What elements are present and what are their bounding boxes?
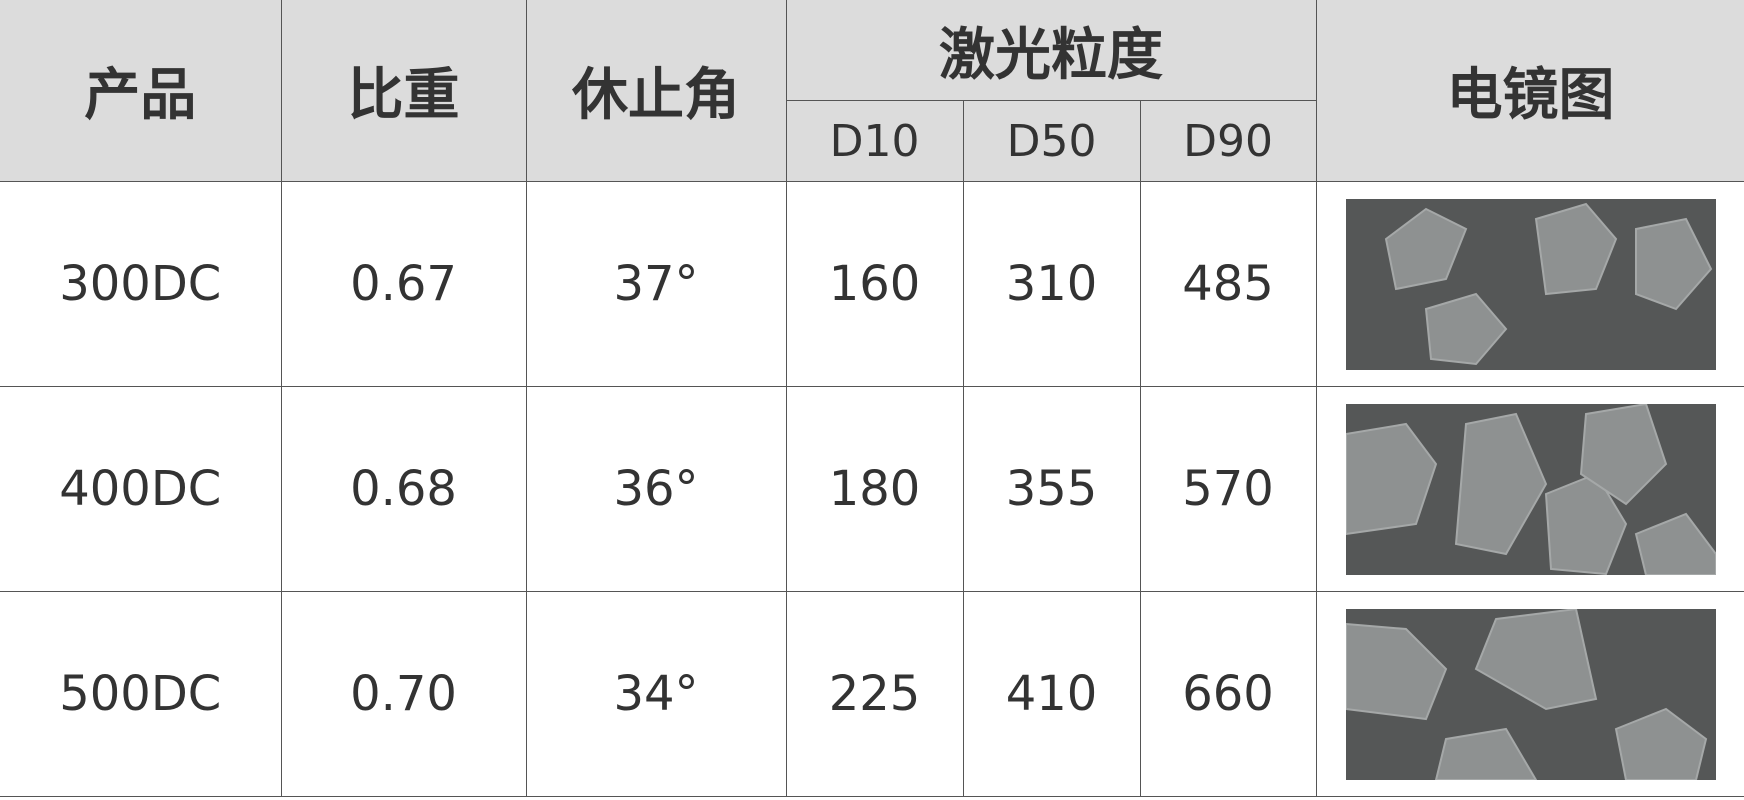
particle bbox=[1345, 622, 1447, 720]
sem-particles-image bbox=[1345, 198, 1716, 370]
particle bbox=[1634, 512, 1716, 575]
particle bbox=[1424, 292, 1507, 365]
header-d50: D50 bbox=[962, 100, 1141, 182]
particle bbox=[1454, 412, 1547, 555]
particle bbox=[1614, 707, 1707, 780]
cell-d50: 310 bbox=[962, 181, 1141, 387]
header-density: 比重 bbox=[280, 0, 527, 182]
particle bbox=[1634, 217, 1712, 310]
table-row: 400DC 0.68 36° 180 355 570 bbox=[0, 386, 1744, 592]
header-repose-angle: 休止角 bbox=[525, 0, 787, 182]
cell-product: 300DC bbox=[0, 181, 282, 387]
cell-d90: 570 bbox=[1139, 386, 1317, 592]
cell-angle: 34° bbox=[525, 591, 787, 797]
header-product: 产品 bbox=[0, 0, 282, 182]
cell-d10: 180 bbox=[785, 386, 964, 592]
cell-d50: 355 bbox=[962, 386, 1141, 592]
cell-sem bbox=[1315, 386, 1744, 592]
cell-density: 0.67 bbox=[280, 181, 527, 387]
header-d10: D10 bbox=[786, 100, 964, 182]
particle bbox=[1434, 727, 1537, 780]
cell-sem bbox=[1315, 591, 1744, 797]
cell-product: 400DC bbox=[0, 386, 282, 592]
cell-sem bbox=[1315, 181, 1744, 387]
cell-angle: 37° bbox=[525, 181, 787, 387]
particle bbox=[1534, 202, 1617, 295]
table-row: 500DC 0.70 34° 225 410 660 bbox=[0, 591, 1744, 797]
cell-product: 500DC bbox=[0, 591, 282, 797]
header-sem: 电镜图 bbox=[1315, 0, 1744, 182]
cell-d50: 410 bbox=[962, 591, 1141, 797]
cell-d90: 485 bbox=[1139, 181, 1317, 387]
particle bbox=[1345, 422, 1437, 535]
particle bbox=[1579, 403, 1667, 505]
header-d90: D90 bbox=[1139, 100, 1317, 182]
cell-d90: 660 bbox=[1139, 591, 1317, 797]
cell-angle: 36° bbox=[525, 386, 787, 592]
cell-d10: 160 bbox=[785, 181, 964, 387]
sem-particles-image bbox=[1345, 403, 1716, 575]
cell-density: 0.70 bbox=[280, 591, 527, 797]
table-row: 300DC 0.67 37° 160 310 485 bbox=[0, 181, 1744, 387]
particle bbox=[1384, 207, 1467, 290]
header-laser-size: 激光粒度 bbox=[785, 0, 1317, 101]
cell-d10: 225 bbox=[785, 591, 964, 797]
sem-particles-image bbox=[1345, 608, 1716, 780]
cell-density: 0.68 bbox=[280, 386, 527, 592]
particle bbox=[1474, 608, 1597, 710]
